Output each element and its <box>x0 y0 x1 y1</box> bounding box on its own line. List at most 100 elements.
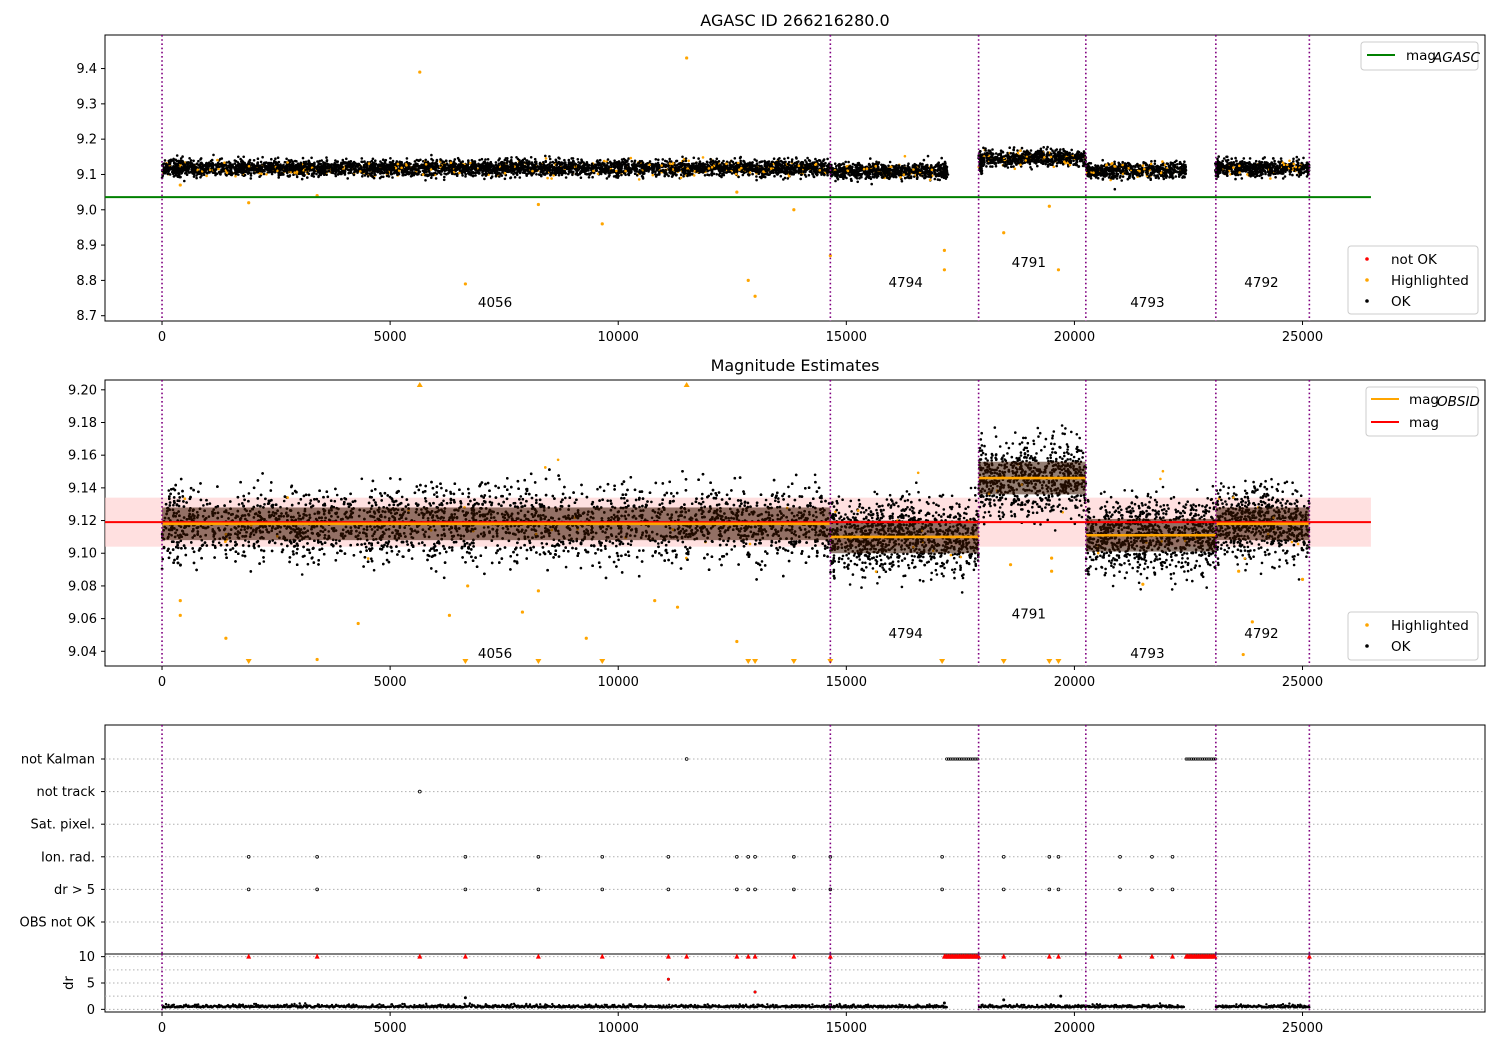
ok-point <box>461 160 465 163</box>
ok-point <box>694 162 698 165</box>
ok-point <box>374 159 377 162</box>
ok-point <box>598 158 602 162</box>
ok-point <box>654 173 657 176</box>
ok-point <box>764 164 768 167</box>
ok-point <box>744 168 748 171</box>
ok-point <box>212 171 216 174</box>
ok-point <box>430 153 433 157</box>
ok-point <box>576 173 579 177</box>
ok-point <box>212 163 215 167</box>
ok-point <box>461 174 464 177</box>
top-panel-title: AGASC ID 266216280.0 <box>700 11 889 30</box>
ok-point <box>567 158 571 162</box>
ok-point <box>682 175 685 178</box>
ok-point <box>470 166 474 169</box>
ok-point <box>357 167 360 171</box>
ok-point <box>551 160 555 164</box>
ok-point <box>255 167 259 171</box>
ok-point <box>651 170 654 173</box>
ok-point <box>822 158 826 161</box>
ok-point <box>248 161 252 164</box>
ok-point <box>249 177 253 180</box>
ok-point <box>434 177 438 180</box>
ok-point <box>497 159 500 162</box>
ok-point <box>721 173 724 177</box>
top-ok-points <box>160 145 1311 191</box>
ok-point <box>443 175 446 179</box>
ok-point <box>703 174 707 177</box>
ok-point <box>335 168 339 171</box>
ok-point <box>347 160 351 164</box>
ok-point <box>637 171 641 174</box>
ok-point <box>472 171 475 175</box>
ok-point <box>799 169 803 172</box>
ok-point <box>440 170 444 173</box>
ok-point <box>730 172 734 175</box>
ok-point <box>548 157 552 161</box>
ok-point <box>818 169 822 172</box>
ok-point <box>503 177 507 181</box>
ok-point <box>675 164 678 167</box>
ok-point <box>624 169 627 173</box>
ok-point <box>411 171 415 175</box>
ok-point <box>237 169 241 173</box>
ok-point <box>806 164 810 167</box>
ok-point <box>582 163 586 167</box>
ok-point <box>800 164 803 167</box>
ok-point <box>756 166 759 169</box>
ok-point <box>381 163 384 167</box>
ok-point <box>386 171 390 174</box>
ok-point <box>856 180 859 184</box>
ok-point <box>281 172 284 176</box>
ok-point <box>670 175 674 178</box>
ok-point <box>769 162 773 166</box>
ok-point <box>702 170 705 173</box>
ok-point <box>464 164 468 168</box>
ok-point <box>439 158 442 161</box>
ok-point <box>557 156 560 159</box>
ok-point <box>559 168 563 171</box>
ok-point <box>707 167 711 170</box>
ok-point <box>425 173 428 177</box>
ok-point <box>667 174 670 178</box>
ok-point <box>206 172 209 175</box>
ok-point <box>807 159 811 162</box>
ok-point <box>316 164 320 167</box>
ok-point <box>406 171 409 174</box>
ok-point <box>481 169 485 172</box>
ok-point <box>333 164 337 168</box>
ok-point <box>691 166 694 169</box>
ok-point <box>317 174 321 178</box>
ok-point <box>274 162 278 166</box>
ok-point <box>464 175 467 178</box>
ok-point <box>365 165 368 169</box>
ok-point <box>345 157 348 161</box>
ok-point <box>520 165 524 169</box>
ok-point <box>601 167 604 171</box>
ok-point <box>579 176 583 179</box>
ok-point <box>325 170 328 173</box>
ok-point <box>638 164 641 167</box>
ok-point <box>282 169 286 173</box>
ok-point <box>774 170 778 174</box>
ok-point <box>610 165 613 168</box>
ok-point <box>494 161 498 164</box>
ok-point <box>715 157 719 161</box>
ok-point <box>693 166 697 170</box>
ok-point <box>576 158 580 161</box>
ok-point <box>755 175 758 178</box>
ok-point <box>269 170 273 174</box>
ok-point <box>544 154 547 158</box>
ok-point <box>907 162 910 165</box>
ok-point <box>379 165 382 168</box>
ok-point <box>570 166 574 170</box>
ok-point <box>209 164 212 167</box>
ok-point <box>536 168 539 172</box>
ok-point <box>782 178 785 181</box>
ok-point <box>172 168 176 171</box>
ok-point <box>262 172 266 176</box>
ok-point <box>241 162 244 165</box>
ok-point <box>485 168 489 171</box>
ok-point <box>738 156 742 160</box>
ok-point <box>607 165 610 169</box>
